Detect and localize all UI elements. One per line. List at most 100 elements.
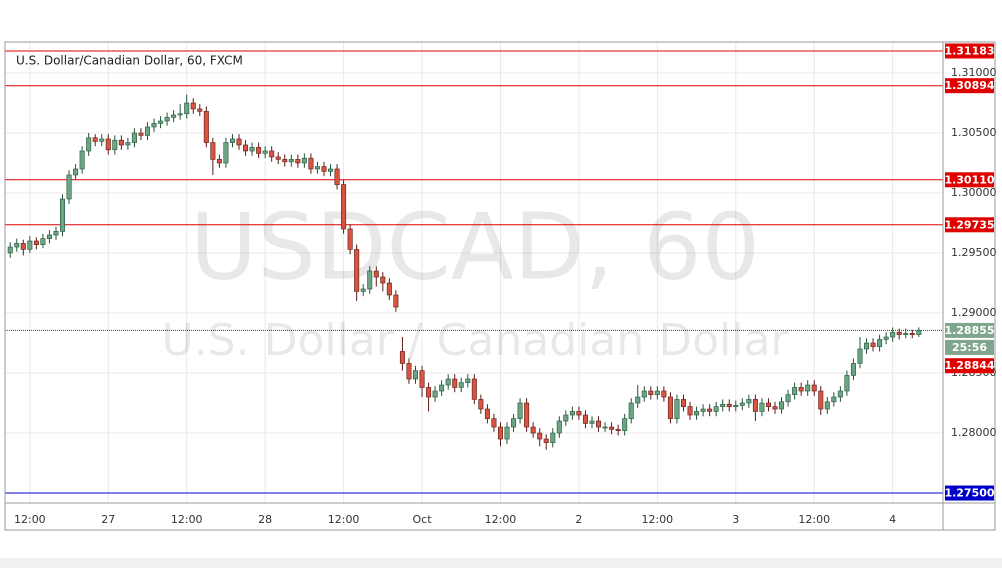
candle-body <box>726 403 732 407</box>
candle-body <box>491 418 497 428</box>
candle-body <box>504 426 510 440</box>
level-label: 1.31183 <box>944 45 994 58</box>
x-tick-label: 2 <box>575 513 582 526</box>
candle-body <box>530 426 536 434</box>
candle-body <box>256 147 262 154</box>
candle-body <box>478 399 484 410</box>
candle-body <box>282 159 288 163</box>
candle-body <box>563 414 569 422</box>
candle-body <box>707 408 713 412</box>
candle-body <box>308 157 314 170</box>
candle-body <box>53 231 59 236</box>
candle-body <box>7 246 13 254</box>
x-tick-label: 27 <box>101 513 115 526</box>
candle-body <box>661 390 667 398</box>
level-label-box <box>945 485 994 501</box>
candle-body <box>857 348 863 364</box>
candle-body <box>79 150 85 170</box>
candle-body <box>890 331 896 338</box>
candle-body <box>870 342 876 347</box>
candle-body <box>596 420 602 428</box>
candle-body <box>680 399 686 407</box>
candle-body <box>314 166 320 170</box>
candle-body <box>609 426 615 430</box>
candle-body <box>354 249 360 292</box>
level-label: 1.30110 <box>944 173 994 186</box>
candle-body <box>275 156 281 160</box>
x-tick-label: 12:00 <box>798 513 830 526</box>
candle-body <box>746 399 752 404</box>
candle-body <box>151 123 157 128</box>
candle-body <box>517 402 523 419</box>
y-tick-label: 1.29500 <box>951 246 997 259</box>
candle-body <box>765 402 771 407</box>
candle-body <box>582 414 588 424</box>
y-tick-label: 1.29000 <box>951 306 997 319</box>
candle-body <box>426 387 432 398</box>
candle-body <box>569 411 575 416</box>
watermark-symbol: USDCAD, 60 <box>190 193 760 300</box>
candle-body <box>641 390 647 398</box>
candle-body <box>46 234 52 239</box>
candle-body <box>824 401 830 410</box>
candle-body <box>223 142 229 164</box>
candle-body <box>752 399 758 412</box>
candle-body <box>86 137 92 152</box>
candle-body <box>406 363 412 380</box>
y-tick-label: 1.30000 <box>951 186 997 199</box>
candle-body <box>347 228 353 250</box>
level-label-box <box>945 78 994 94</box>
candle-body <box>811 384 817 392</box>
candle-body <box>301 157 307 164</box>
grid <box>5 42 943 503</box>
candle-body <box>249 147 255 152</box>
candle-body <box>445 378 451 386</box>
x-tick-label: Oct <box>413 513 433 526</box>
candle-body <box>184 102 190 115</box>
candle-body <box>805 384 811 392</box>
footer-strip <box>0 558 1002 568</box>
candle-body <box>229 138 235 143</box>
candles <box>7 94 922 450</box>
candle-body <box>864 342 870 350</box>
candle-body <box>759 402 765 412</box>
candle-body <box>399 351 405 364</box>
last-price-label-box <box>945 322 994 338</box>
candle-body <box>236 138 242 146</box>
level-label: 1.27500 <box>944 487 994 500</box>
candle-body <box>798 387 804 392</box>
candle-body <box>216 159 222 164</box>
x-tick-label: 12:00 <box>171 513 203 526</box>
candle-body <box>792 387 798 395</box>
candle-body <box>33 240 39 245</box>
candle-body <box>720 403 726 407</box>
candle-body <box>203 111 209 143</box>
candle-body <box>896 331 902 335</box>
x-tick-label: 12:00 <box>328 513 360 526</box>
candle-body <box>524 402 530 428</box>
candle-body <box>850 363 856 376</box>
candle-body <box>118 139 124 146</box>
candle-body <box>177 113 183 116</box>
candle-body <box>40 238 46 245</box>
candle-body <box>412 370 418 380</box>
candle-body <box>144 126 150 136</box>
level-label-box <box>945 43 994 59</box>
x-tick-label: 28 <box>258 513 272 526</box>
level-label-box <box>945 217 994 233</box>
x-tick-label: 12:00 <box>485 513 517 526</box>
candle-body <box>550 432 556 443</box>
y-tick-label: 1.30500 <box>951 126 997 139</box>
countdown-label-box <box>945 339 994 355</box>
candle-body <box>589 420 595 424</box>
x-tick-label: 12:00 <box>14 513 46 526</box>
candle-body <box>909 333 915 335</box>
candle-body <box>484 408 490 419</box>
candle-body <box>210 142 216 160</box>
x-tick-label: 3 <box>732 513 739 526</box>
candle-body <box>452 378 458 388</box>
candle-body <box>190 102 196 110</box>
candle-body <box>373 270 379 278</box>
candle-body <box>916 330 922 335</box>
